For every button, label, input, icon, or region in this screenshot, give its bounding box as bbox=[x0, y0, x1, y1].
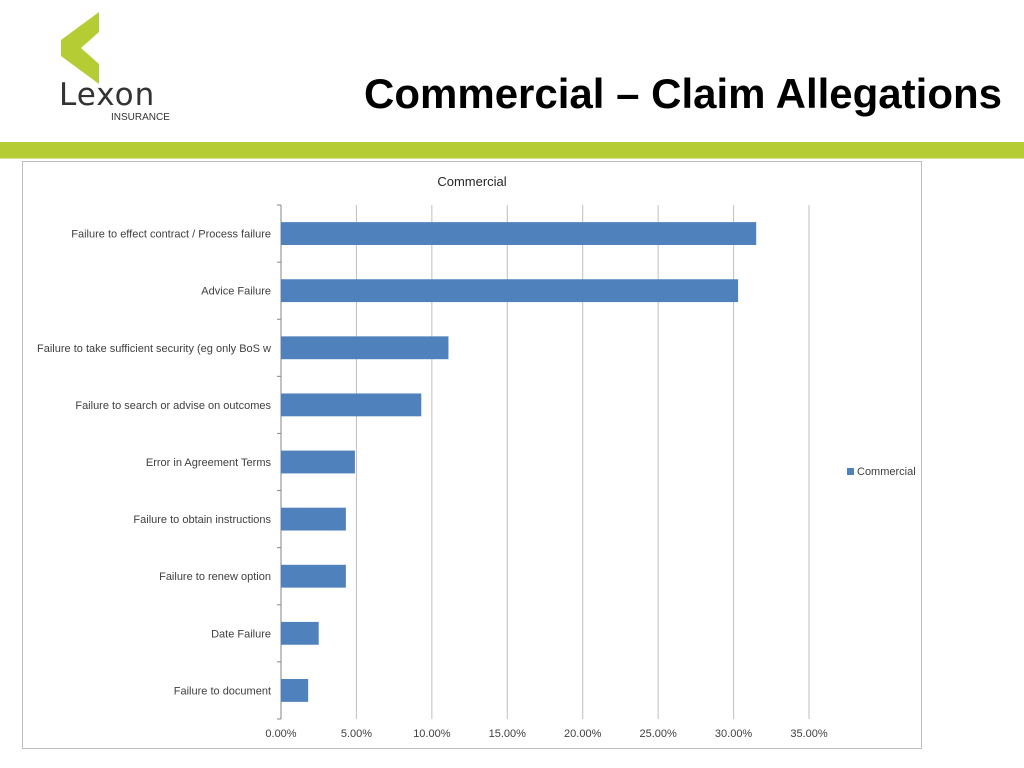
bar bbox=[281, 222, 757, 245]
legend-label: Commercial bbox=[857, 466, 916, 478]
x-tick-label: 10.00% bbox=[413, 728, 451, 740]
lexon-logo-graphic: Lexon INSURANCE bbox=[59, 12, 170, 123]
accent-bar bbox=[0, 142, 1024, 158]
bar bbox=[281, 336, 449, 360]
bar bbox=[281, 393, 422, 417]
accent-divider bbox=[0, 158, 1024, 159]
category-label: Error in Agreement Terms bbox=[146, 457, 272, 469]
logo-subtitle: INSURANCE bbox=[111, 112, 170, 123]
bar bbox=[281, 564, 346, 588]
bar-chart: Commercial 0.00% 5.00% 10.00% 15.00% 20.00% 25… bbox=[37, 174, 916, 740]
legend-swatch bbox=[847, 468, 854, 475]
bar bbox=[281, 507, 346, 531]
chart-title: Commercial bbox=[437, 174, 506, 189]
category-label: Failure to document bbox=[174, 685, 271, 697]
category-label: Failure to search or advise on outcomes bbox=[75, 400, 271, 412]
x-tick-label: 0.00% bbox=[265, 728, 296, 740]
slide-title: Commercial – Claim Allegations bbox=[364, 70, 1002, 117]
bar bbox=[281, 279, 739, 303]
bar bbox=[281, 621, 319, 645]
x-tick-label: 35.00% bbox=[790, 728, 828, 740]
x-tick-label: 15.00% bbox=[489, 728, 527, 740]
logo-chevron bbox=[61, 12, 99, 84]
category-label: Advice Failure bbox=[201, 286, 271, 298]
category-label: Failure to renew option bbox=[159, 571, 271, 583]
category-label: Failure to take sufficient security (eg … bbox=[37, 343, 271, 355]
lexon-logo: Lexon INSURANCE bbox=[55, 10, 185, 125]
x-tick-label: 25.00% bbox=[639, 728, 677, 740]
x-tick-label: 30.00% bbox=[715, 728, 753, 740]
category-label: Failure to effect contract / Process fai… bbox=[71, 229, 271, 241]
x-tick-label: 5.00% bbox=[341, 728, 372, 740]
logo-wordmark: Lexon bbox=[59, 77, 155, 113]
bar bbox=[281, 679, 309, 702]
bar bbox=[281, 450, 355, 474]
chart-container: Commercial 0.00% 5.00% 10.00% 15.00% 20.00% 25… bbox=[22, 161, 922, 749]
category-label: Date Failure bbox=[211, 628, 271, 640]
x-tick-label: 20.00% bbox=[564, 728, 602, 740]
category-label: Failure to obtain instructions bbox=[133, 514, 271, 526]
